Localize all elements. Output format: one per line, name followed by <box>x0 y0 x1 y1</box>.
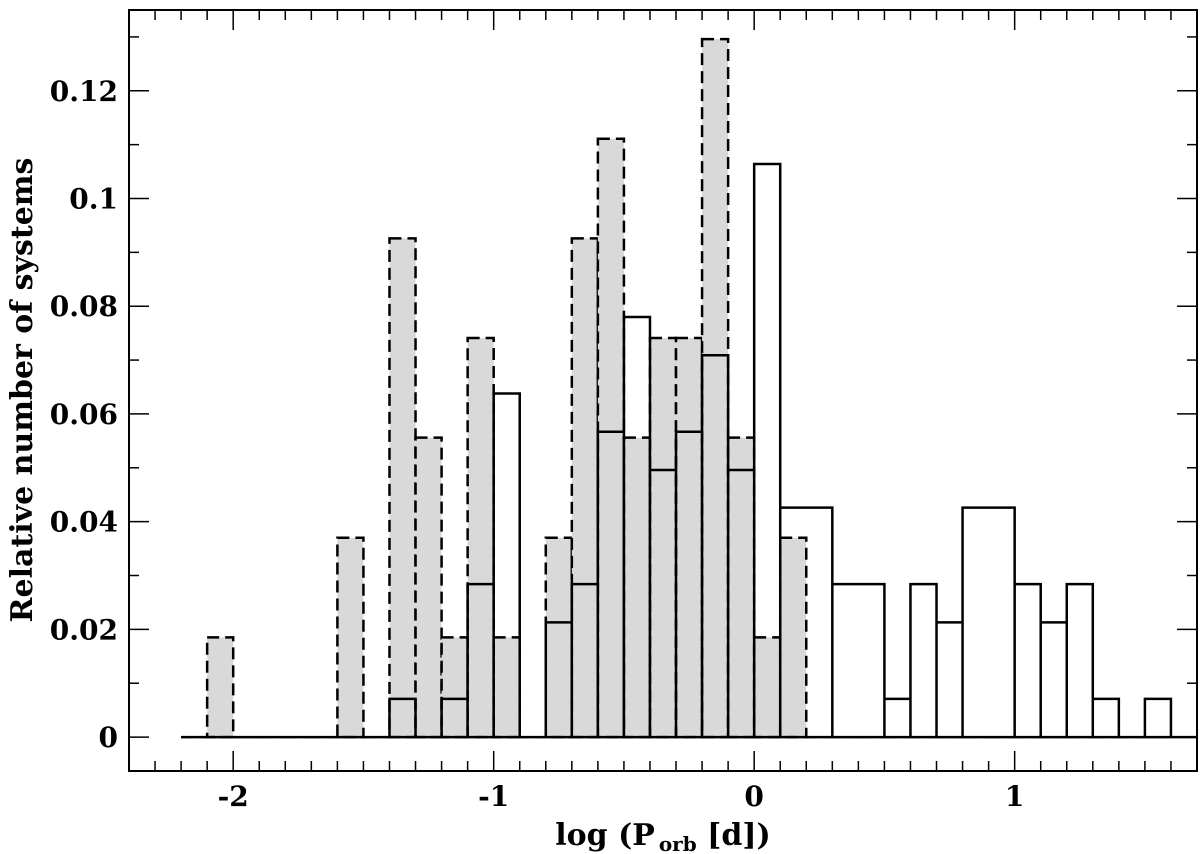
x-axis-label: log (P orb [d]) <box>555 818 770 854</box>
axis-ticks <box>128 10 1198 771</box>
filled-bar <box>388 237 417 739</box>
filled-bar <box>414 436 443 739</box>
filled-bar <box>778 536 808 739</box>
filled-bar <box>466 336 495 739</box>
x-tick-label: -1 <box>478 780 509 813</box>
y-axis-label: Relative number of systems <box>5 158 40 623</box>
filled-histogram-series <box>181 37 1171 739</box>
y-tick-label: 0 <box>99 721 118 754</box>
x-tick-labels: -2 -1 0 1 <box>218 780 1025 813</box>
y-tick-label: 0.06 <box>50 398 118 431</box>
filled-bar <box>726 436 756 739</box>
filled-bar <box>700 37 730 739</box>
filled-bar <box>440 636 469 739</box>
open-histogram-series <box>181 162 1197 739</box>
x-axis-label-subscript: orb <box>659 832 697 854</box>
x-tick-label: 1 <box>1005 780 1024 813</box>
y-tick-label: 0.08 <box>50 290 118 323</box>
filled-bar <box>544 536 574 739</box>
x-axis-label-main: log (P <box>555 818 655 853</box>
plot-frame <box>128 9 1198 772</box>
filled-bar <box>596 137 626 739</box>
y-tick-label: 0.1 <box>69 182 118 215</box>
y-tick-label: 0.04 <box>50 506 118 539</box>
filled-bar <box>570 237 600 739</box>
y-tick-label: 0.12 <box>50 75 118 108</box>
y-tick-label: 0.02 <box>50 613 118 646</box>
filled-bar <box>336 536 365 739</box>
x-tick-label: -2 <box>218 780 249 813</box>
filled-bar <box>622 436 652 739</box>
x-axis-label-tail: [d]) <box>697 818 771 853</box>
filled-bar <box>492 636 521 739</box>
filled-bar <box>674 336 704 739</box>
filled-bar <box>752 636 782 739</box>
filled-bar <box>648 336 678 739</box>
filled-bar <box>205 636 235 739</box>
y-tick-labels: 0 0.02 0.04 0.06 0.08 0.1 0.12 <box>50 75 118 754</box>
x-tick-label: 0 <box>744 780 763 813</box>
